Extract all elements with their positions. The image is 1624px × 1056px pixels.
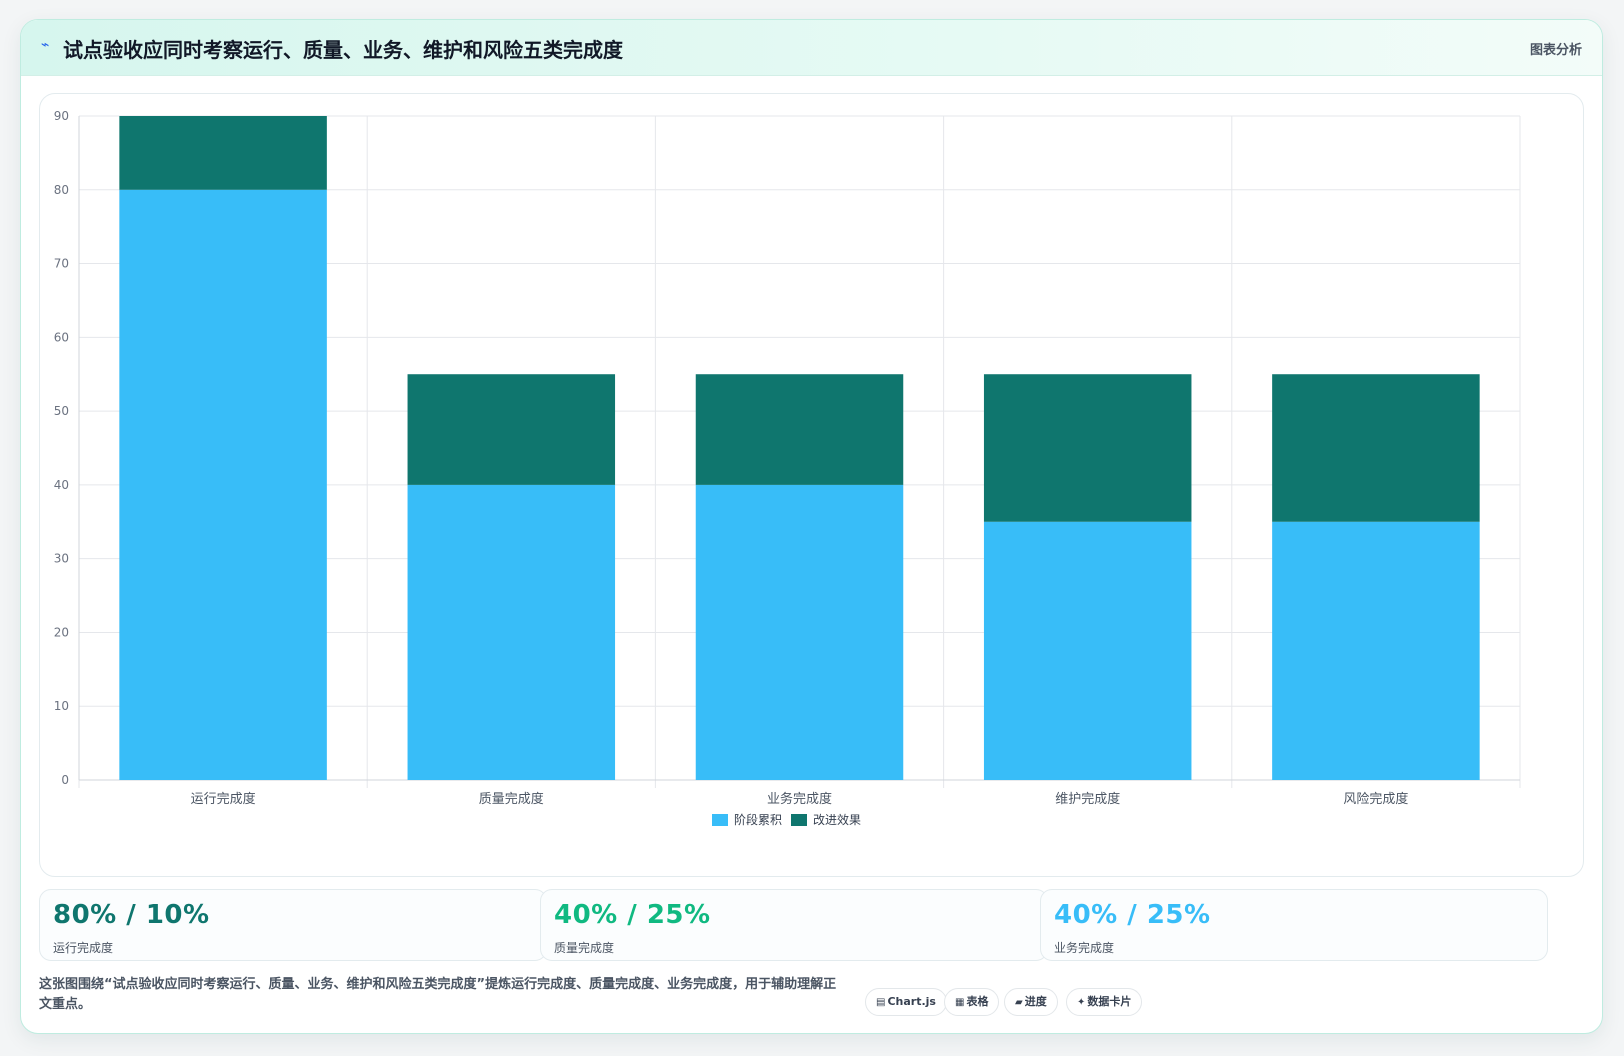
chip-label: 进度 [1024,995,1047,1008]
bar-improve [119,116,327,190]
bar-improve [695,374,904,485]
stat-label: 质量完成度 [554,941,615,955]
table-icon: ▦ [955,997,965,1008]
y-tick-label: 80 [54,183,69,197]
bar-improve [407,374,616,485]
bar-stage [407,484,616,780]
x-tick-label: 风险完成度 [1343,791,1408,807]
bar-stage [983,521,1192,780]
legend-label: 阶段累积 [734,812,782,827]
bar-stage [695,484,904,780]
x-tick-label: 运行完成度 [191,791,256,807]
y-tick-label: 0 [61,773,69,787]
chart-line-icon: ⌁ [41,37,50,53]
chart-analysis-tag: 图表分析 [1529,43,1582,58]
y-tick-label: 60 [54,330,69,344]
card-header: ⌁ 试点验收应同时考察运行、质量、业务、维护和风险五类完成度 图表分析 [21,20,1602,76]
legend-swatch [791,814,807,826]
y-tick-label: 40 [54,478,69,492]
chart-description: 这张图围绕“试点验收应同时考察运行、质量、业务、维护和风险五类完成度”提炼运行完… [39,977,837,1012]
x-tick-label: 质量完成度 [479,791,544,807]
bar-stage [1272,521,1480,780]
chip-label: 数据卡片 [1087,995,1132,1008]
chip-progress[interactable]: ▰ 进度 [1004,988,1058,1016]
stat-label: 运行完成度 [53,941,114,955]
y-tick-label: 30 [54,552,69,566]
legend-swatch [712,814,728,826]
stat-value: 40% / 25% [554,900,711,930]
y-tick-label: 20 [54,625,69,639]
progress-icon: ▰ [1015,997,1023,1008]
bar-improve [1272,374,1480,522]
y-tick-label: 10 [54,699,69,713]
stat-label: 业务完成度 [1054,941,1115,955]
stat-card-business: 40% / 25% 业务完成度 [1040,889,1548,961]
chip-label: 表格 [966,995,989,1008]
y-tick-label: 70 [54,257,69,271]
legend-label: 改进效果 [813,812,861,827]
stat-card-quality: 40% / 25% 质量完成度 [540,889,1048,961]
x-tick-label: 维护完成度 [1055,791,1120,807]
chip-table[interactable]: ▦ 表格 [944,988,1000,1016]
chip-label: Chart.js [887,995,936,1008]
card-title: 试点验收应同时考察运行、质量、业务、维护和风险五类完成度 [63,38,623,62]
stat-value: 40% / 25% [1054,900,1211,930]
stat-value: 80% / 10% [53,900,210,930]
chip-data-card[interactable]: ✦ 数据卡片 [1066,988,1143,1016]
y-tick-label: 50 [54,404,69,418]
y-tick-label: 90 [54,109,69,123]
stat-card-operation: 80% / 10% 运行完成度 [39,889,547,961]
bar-stage [119,189,327,780]
stacked-bar-chart: 0 10 20 30 40 50 60 70 80 90 运行完成度 质量完成度 业务完成度 维护完成度 风… [54,109,1521,827]
chip-chartjs[interactable]: ▤ Chart.js [865,988,947,1016]
chart-icon: ▤ [876,997,886,1008]
chart-panel: 0 10 20 30 40 50 60 70 80 90 运行完成度 质量完成度 业务完成度 维护完成度 风… [39,93,1584,877]
bar-improve [983,374,1192,522]
sparkle-icon: ✦ [1077,997,1086,1008]
x-tick-label: 业务完成度 [767,791,832,807]
chart-card: ⌁ 试点验收应同时考察运行、质量、业务、维护和风险五类完成度 图表分析 0 10 2… [20,19,1603,1034]
